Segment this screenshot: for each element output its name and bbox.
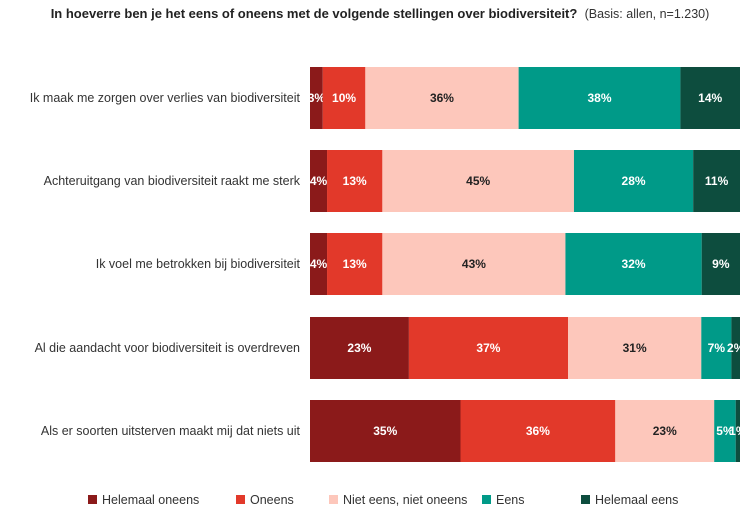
data-label: 7% xyxy=(708,341,726,355)
chart-title: In hoeverre ben je het eens of oneens me… xyxy=(40,4,720,24)
bar-segment xyxy=(735,400,740,462)
data-label: 4% xyxy=(310,257,328,271)
category-label: Als er soorten uitsterven maakt mij dat … xyxy=(41,424,301,438)
bar-segment xyxy=(310,67,323,129)
data-label: 9% xyxy=(712,257,730,271)
bar-segment xyxy=(408,317,568,379)
legend-swatch xyxy=(88,495,97,504)
data-label: 36% xyxy=(526,424,550,438)
category-label: Ik voel me betrokken bij biodiversiteit xyxy=(96,257,301,271)
bar-segment xyxy=(327,233,383,295)
data-label: 43% xyxy=(462,257,486,271)
data-label: 11% xyxy=(705,174,729,188)
bar-segment xyxy=(731,317,740,379)
data-label: 3% xyxy=(308,91,326,105)
bar-segment xyxy=(701,317,732,379)
bar-segment xyxy=(693,150,740,212)
bar-segment xyxy=(460,400,616,462)
bar-segment xyxy=(310,317,409,379)
bar-segment xyxy=(382,233,566,295)
bar-segment xyxy=(365,67,519,129)
data-label: 35% xyxy=(373,424,397,438)
bar-segment xyxy=(701,233,740,295)
data-label: 4% xyxy=(310,174,328,188)
legend-entry: Niet eens, niet oneens xyxy=(343,493,467,507)
bar-segment xyxy=(310,233,328,295)
data-label: 13% xyxy=(343,174,367,188)
legend-entry: Helemaal oneens xyxy=(102,493,199,507)
legend-entry: Oneens xyxy=(250,493,294,507)
data-label: 28% xyxy=(622,174,646,188)
data-label: 23% xyxy=(347,341,371,355)
data-label: 13% xyxy=(343,257,367,271)
bar-segment xyxy=(327,150,383,212)
legend-swatch xyxy=(329,495,338,504)
data-label: 14% xyxy=(698,91,722,105)
data-label: 36% xyxy=(430,91,454,105)
legend-swatch xyxy=(236,495,245,504)
data-label: 10% xyxy=(332,91,356,105)
bar-segment xyxy=(382,150,574,212)
data-label: 5% xyxy=(716,424,734,438)
data-label: 38% xyxy=(587,91,611,105)
data-label: 32% xyxy=(622,257,646,271)
bar-segment xyxy=(615,400,715,462)
category-label: Achteruitgang van biodiversiteit raakt m… xyxy=(44,174,301,188)
bar-segment xyxy=(322,67,366,129)
category-label: Al die aandacht voor biodiversiteit is o… xyxy=(35,341,300,355)
title-text: In hoeverre ben je het eens of oneens me… xyxy=(50,6,578,21)
bar-segment xyxy=(573,150,694,212)
legend-entry: Eens xyxy=(496,493,525,507)
legend-entry: Helemaal eens xyxy=(595,493,678,507)
legend-swatch xyxy=(581,495,590,504)
data-label: 45% xyxy=(466,174,490,188)
bar-segment xyxy=(568,317,702,379)
subtitle-text: (Basis: allen, n=1.230) xyxy=(584,7,710,21)
data-label: 23% xyxy=(653,424,677,438)
bar-segment xyxy=(680,67,740,129)
bar-segment xyxy=(714,400,736,462)
bar-segment xyxy=(518,67,681,129)
bar-segment xyxy=(565,233,702,295)
data-label: 37% xyxy=(476,341,500,355)
bar-segment xyxy=(310,150,328,212)
legend-swatch xyxy=(482,495,491,504)
data-label: 2% xyxy=(727,341,745,355)
data-label: 31% xyxy=(623,341,647,355)
data-label: 1% xyxy=(729,424,747,438)
category-label: Ik maak me zorgen over verlies van biodi… xyxy=(30,91,301,105)
bar-segment xyxy=(310,400,461,462)
